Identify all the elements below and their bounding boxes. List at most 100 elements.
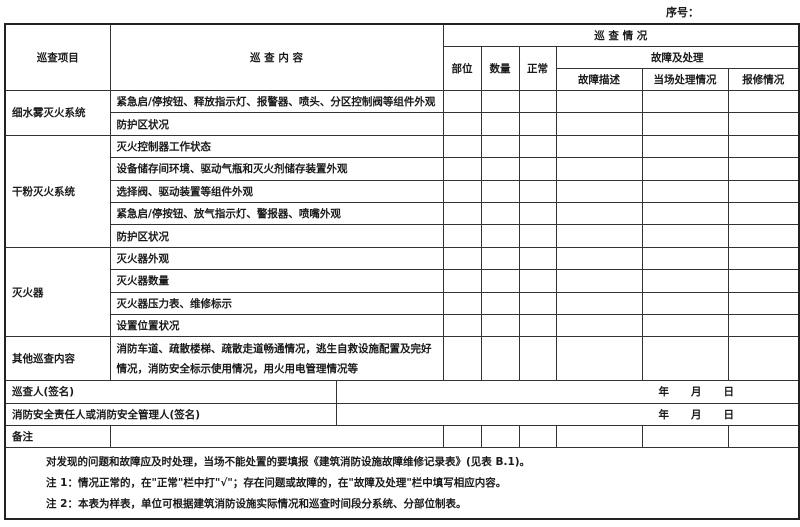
quantity-cell[interactable] — [480, 269, 520, 293]
location-cell[interactable] — [442, 313, 482, 338]
remarks-cell[interactable] — [442, 425, 482, 449]
remarks-field[interactable] — [109, 425, 444, 449]
onsite-cell[interactable] — [641, 134, 729, 159]
inspection-content: 防护区状况 — [109, 112, 444, 136]
quantity-cell[interactable] — [480, 336, 520, 382]
repair-cell[interactable] — [727, 269, 800, 293]
fault-desc-cell[interactable] — [555, 246, 643, 271]
quantity-cell[interactable] — [480, 224, 520, 248]
repair-cell[interactable] — [727, 112, 800, 136]
header-item: 巡查项目 — [4, 23, 111, 91]
fault-desc-cell[interactable] — [555, 269, 643, 293]
header-normal: 正常 — [518, 46, 557, 91]
onsite-cell[interactable] — [641, 89, 729, 114]
location-cell[interactable] — [442, 157, 482, 181]
table-row: 灭火器 灭火器外观 — [4, 246, 800, 338]
remarks-cell[interactable] — [518, 425, 557, 449]
fault-desc-cell[interactable] — [555, 336, 643, 382]
repair-cell[interactable] — [727, 246, 800, 271]
location-cell[interactable] — [442, 179, 482, 203]
normal-cell[interactable] — [518, 179, 557, 203]
inspector-signature-field[interactable]: 年月日 — [335, 380, 800, 404]
note-line: 注 2：本表为样表，单位可根据建筑消防设施实际情况和巡查时间段分系统、分部位制表… — [46, 498, 467, 511]
remarks-cell[interactable] — [555, 425, 643, 449]
location-cell[interactable] — [442, 269, 482, 293]
fault-desc-cell[interactable] — [555, 224, 643, 248]
inspection-content: 灭火控制器工作状态 — [109, 134, 444, 159]
header-content: 巡 查 内 容 — [109, 23, 444, 91]
fault-desc-cell[interactable] — [555, 157, 643, 181]
header-quantity: 数量 — [480, 46, 520, 91]
quantity-cell[interactable] — [480, 112, 520, 136]
normal-cell[interactable] — [518, 224, 557, 248]
quantity-cell[interactable] — [480, 157, 520, 181]
table-row: 其他巡查内容 消防车道、疏散楼梯、疏散走道畅通情况，逃生自救设施配置及完好情况，消… — [4, 336, 800, 382]
repair-cell[interactable] — [727, 291, 800, 315]
inspection-item: 干粉灭火系统 — [4, 134, 111, 248]
quantity-cell[interactable] — [480, 246, 520, 271]
onsite-cell[interactable] — [641, 291, 729, 315]
repair-cell[interactable] — [727, 224, 800, 248]
quantity-cell[interactable] — [480, 89, 520, 114]
inspection-content: 紧急启/停按钮、放气指示灯、警报器、喷嘴外观 — [109, 201, 444, 226]
repair-cell[interactable] — [727, 313, 800, 338]
remarks-cell[interactable] — [480, 425, 520, 449]
normal-cell[interactable] — [518, 336, 557, 382]
location-cell[interactable] — [442, 89, 482, 114]
quantity-cell[interactable] — [480, 134, 520, 159]
location-cell[interactable] — [442, 224, 482, 248]
repair-cell[interactable] — [727, 134, 800, 159]
repair-cell[interactable] — [727, 201, 800, 226]
fault-desc-cell[interactable] — [555, 112, 643, 136]
onsite-cell[interactable] — [641, 224, 729, 248]
quantity-cell[interactable] — [480, 179, 520, 203]
normal-cell[interactable] — [518, 89, 557, 114]
header-onsite: 当场处理情况 — [641, 68, 729, 91]
inspection-item: 其他巡查内容 — [4, 336, 111, 382]
normal-cell[interactable] — [518, 269, 557, 293]
fault-desc-cell[interactable] — [555, 313, 643, 338]
inspection-content: 消防车道、疏散楼梯、疏散走道畅通情况，逃生自救设施配置及完好情况，消防安全标示使… — [109, 336, 444, 382]
location-cell[interactable] — [442, 201, 482, 226]
fault-desc-cell[interactable] — [555, 291, 643, 315]
location-cell[interactable] — [442, 246, 482, 271]
repair-cell[interactable] — [727, 89, 800, 114]
manager-signature-field[interactable]: 年月日 — [335, 402, 800, 427]
quantity-cell[interactable] — [480, 291, 520, 315]
location-cell[interactable] — [442, 291, 482, 315]
quantity-cell[interactable] — [480, 313, 520, 338]
normal-cell[interactable] — [518, 157, 557, 181]
location-cell[interactable] — [442, 112, 482, 136]
normal-cell[interactable] — [518, 112, 557, 136]
onsite-cell[interactable] — [641, 201, 729, 226]
onsite-cell[interactable] — [641, 246, 729, 271]
quantity-cell[interactable] — [480, 201, 520, 226]
onsite-cell[interactable] — [641, 313, 729, 338]
table-row: 灭火器压力表、维修标示 — [5, 291, 800, 315]
fault-desc-cell[interactable] — [555, 134, 643, 159]
normal-cell[interactable] — [518, 313, 557, 338]
year-label: 年 — [658, 386, 670, 399]
fault-desc-cell[interactable] — [555, 179, 643, 203]
normal-cell[interactable] — [518, 246, 557, 271]
remarks-cell[interactable] — [727, 425, 800, 449]
location-cell[interactable] — [442, 336, 482, 382]
onsite-cell[interactable] — [641, 269, 729, 293]
location-cell[interactable] — [442, 134, 482, 159]
fault-desc-cell[interactable] — [555, 89, 643, 114]
onsite-cell[interactable] — [641, 112, 729, 136]
onsite-cell[interactable] — [641, 179, 729, 203]
repair-cell[interactable] — [727, 179, 800, 203]
repair-cell[interactable] — [727, 336, 800, 382]
table-row: 细水雾灭火系统 紧急启/停按钮、释放指示灯、报警器、喷头、分区控制阀等组件外观 — [4, 89, 800, 136]
fault-desc-cell[interactable] — [555, 201, 643, 226]
normal-cell[interactable] — [518, 201, 557, 226]
onsite-cell[interactable] — [641, 336, 729, 382]
onsite-cell[interactable] — [641, 157, 729, 181]
notes-section: 对发现的问题和故障应及时处理，当场不能处置的要填报《建筑消防设施故障维修记录表》… — [4, 447, 800, 520]
repair-cell[interactable] — [727, 157, 800, 181]
day-label: 日 — [723, 408, 735, 421]
normal-cell[interactable] — [518, 291, 557, 315]
remarks-cell[interactable] — [641, 425, 729, 449]
normal-cell[interactable] — [518, 134, 557, 159]
